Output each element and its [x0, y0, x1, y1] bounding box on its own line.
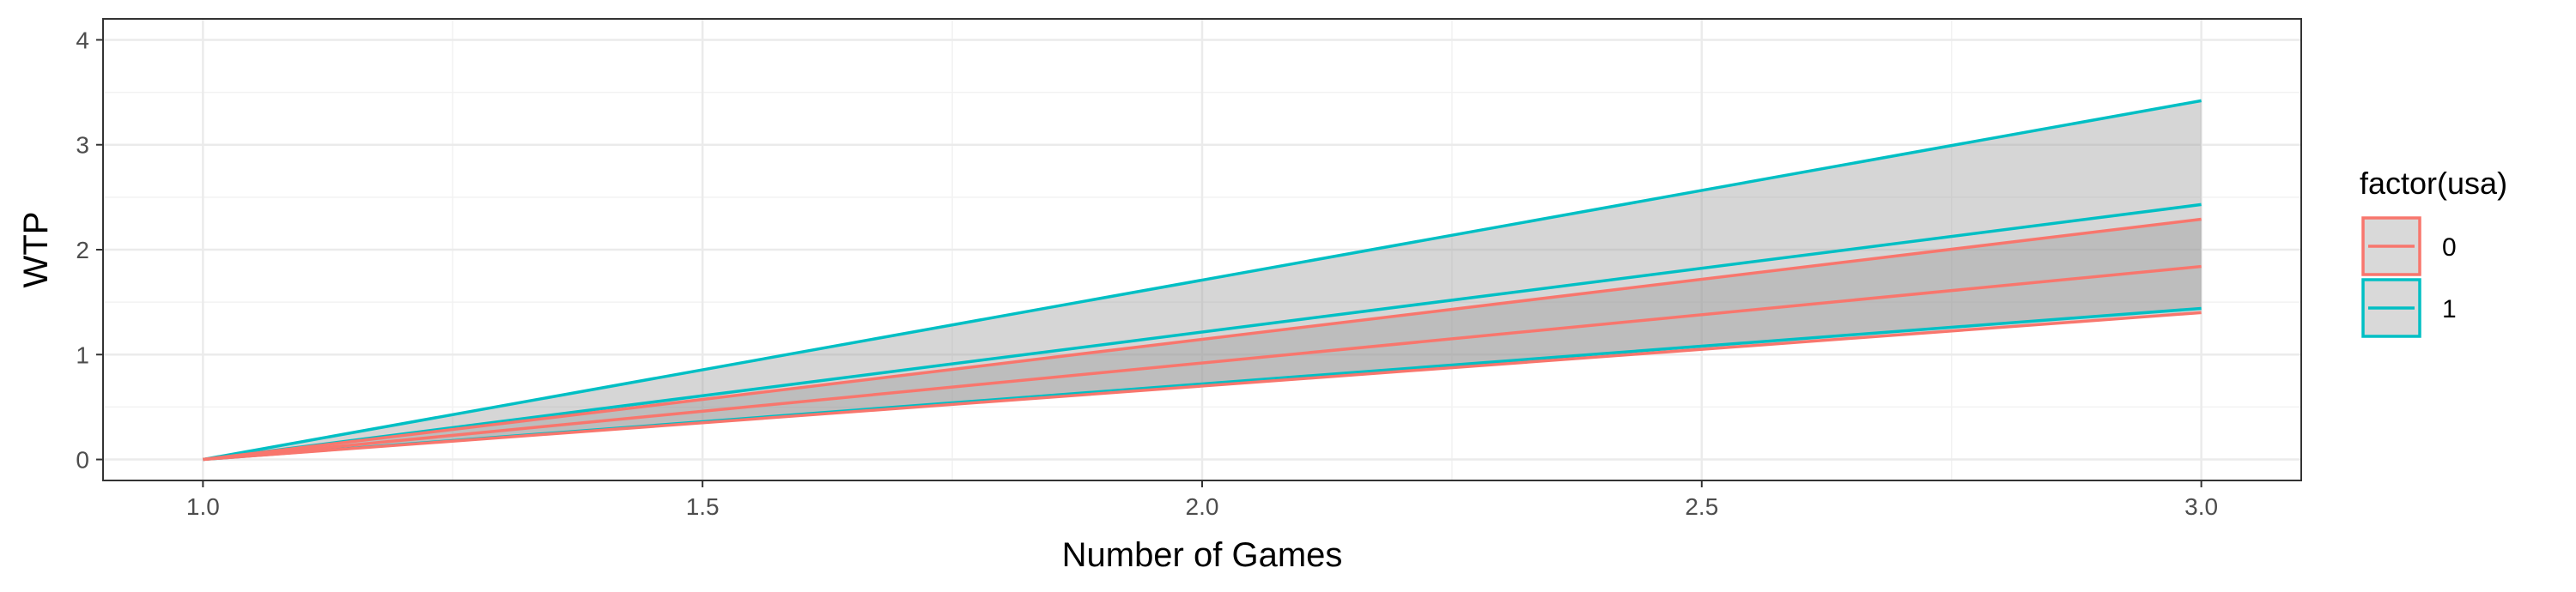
series-0-mean-line — [203, 264, 2202, 462]
y-tick-label: 2 — [76, 237, 89, 263]
x-tick-label: 3.0 — [2184, 493, 2218, 520]
x-tick-label: 1.5 — [686, 493, 720, 520]
series-1-mean-line — [203, 202, 2202, 462]
series-0-upper-line — [203, 217, 2202, 462]
y-tick-label: 4 — [76, 27, 89, 53]
series-lines — [203, 99, 2202, 462]
legend-title: factor(usa) — [2360, 166, 2507, 201]
legend-label-1: 1 — [2442, 295, 2457, 323]
series-1-upper-line — [203, 99, 2202, 462]
legend: factor(usa) 01 — [2360, 166, 2507, 338]
y-tick-label: 0 — [76, 447, 89, 474]
grid-lines — [103, 19, 2301, 480]
axes: 1.0 1.5 2.0 2.5 3.0 0 1 2 3 4 — [76, 27, 2218, 520]
x-tick-label: 2.0 — [1186, 493, 1219, 520]
x-tick-label: 1.0 — [186, 493, 220, 520]
x-axis-title: Number of Games — [1062, 536, 1343, 574]
series-0-lower-line — [203, 311, 2202, 462]
x-tick-label: 2.5 — [1685, 493, 1718, 520]
y-tick-label: 3 — [76, 132, 89, 159]
y-tick-label: 1 — [76, 341, 89, 368]
legend-keys: 01 — [2361, 216, 2457, 338]
legend-label-0: 0 — [2442, 233, 2457, 262]
y-axis-title: WTP — [17, 212, 55, 288]
